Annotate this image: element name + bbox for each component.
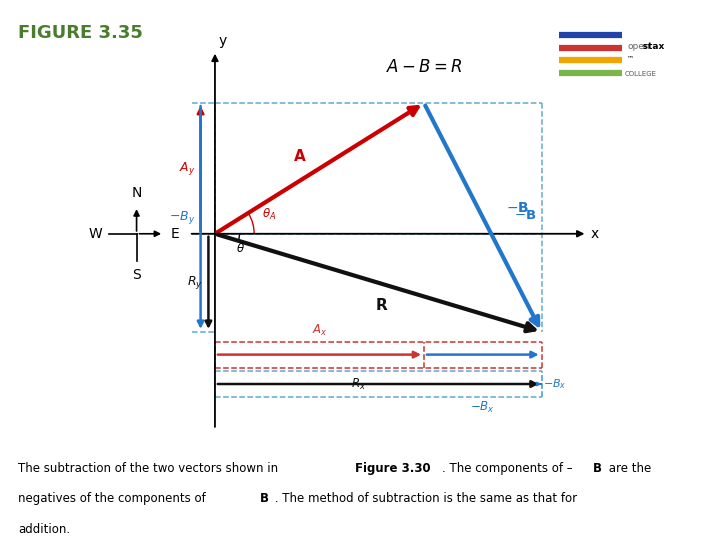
Text: N: N xyxy=(131,186,142,200)
Text: W: W xyxy=(89,227,103,241)
Text: $A - B = R$: $A - B = R$ xyxy=(386,58,462,76)
Text: stax: stax xyxy=(627,42,665,51)
Text: $-$B: $-$B xyxy=(505,201,529,214)
Text: negatives of the components of: negatives of the components of xyxy=(18,492,210,505)
Text: The subtraction of the two vectors shown in: The subtraction of the two vectors shown… xyxy=(18,462,282,475)
Text: COLLEGE: COLLEGE xyxy=(625,71,657,77)
Text: x: x xyxy=(590,227,599,241)
Text: addition.: addition. xyxy=(18,523,70,536)
Text: $A_x$: $A_x$ xyxy=(312,322,328,338)
Text: $-$B: $-$B xyxy=(514,209,536,222)
Text: $A_y$: $A_y$ xyxy=(179,160,195,177)
Text: B: B xyxy=(259,492,269,505)
Text: Figure 3.30: Figure 3.30 xyxy=(355,462,431,475)
Text: $R_y$: $R_y$ xyxy=(187,274,203,291)
Text: $\theta_A$: $\theta_A$ xyxy=(262,206,276,221)
Text: y: y xyxy=(218,33,227,48)
Text: ™: ™ xyxy=(627,55,634,60)
Text: S: S xyxy=(132,268,141,282)
Text: FIGURE 3.35: FIGURE 3.35 xyxy=(18,24,143,42)
Text: $-B_x$: $-B_x$ xyxy=(470,400,495,415)
Text: R: R xyxy=(376,298,387,313)
Text: $-B_x$: $-B_x$ xyxy=(543,377,567,391)
Text: are the: are the xyxy=(605,462,651,475)
Text: A: A xyxy=(294,149,306,164)
Text: E: E xyxy=(171,227,179,241)
Text: . The method of subtraction is the same as that for: . The method of subtraction is the same … xyxy=(271,492,577,505)
Text: B: B xyxy=(593,462,601,475)
Text: . The components of –: . The components of – xyxy=(442,462,572,475)
Text: open: open xyxy=(627,42,650,51)
Text: $R_x$: $R_x$ xyxy=(351,376,366,392)
Text: $-B_y$: $-B_y$ xyxy=(169,209,195,226)
Text: $\theta$: $\theta$ xyxy=(236,242,245,255)
